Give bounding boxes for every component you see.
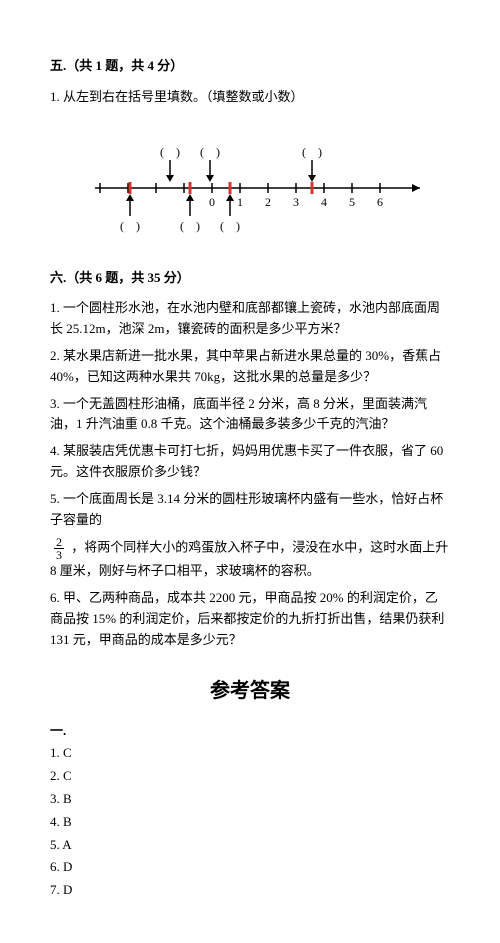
s6-q6: 6. 甲、乙两种商品，成本共 2200 元，甲商品按 20% 的利润定价，乙商品… (50, 588, 450, 650)
svg-text:6: 6 (377, 195, 383, 209)
svg-text:1: 1 (237, 195, 243, 209)
answer-item: 6. D (50, 857, 450, 878)
s6-q1: 1. 一个圆柱形水池，在水池内壁和底部都镶上瓷砖，水池内部底面周长 25.12m… (50, 298, 450, 340)
answer-item: 5. A (50, 835, 450, 856)
answer-item: 7. D (50, 880, 450, 901)
s6-q5-part-a: 5. 一个底面周长是 3.14 分米的圆柱形玻璃杯内盛有一些水，恰好占杯子容量的 (50, 491, 443, 527)
answers-list: 1. C2. C3. B4. B5. A6. D7. D (50, 743, 450, 901)
s6-q2: 2. 某水果店新进一批水果，其中苹果占新进水果总量的 30%，香蕉占 40%，已… (50, 346, 450, 388)
answer-item: 1. C (50, 743, 450, 764)
svg-text:5: 5 (349, 195, 355, 209)
svg-text:3: 3 (293, 195, 299, 209)
svg-text:( ): ( ) (120, 219, 140, 233)
s6-q3: 3. 一个无盖圆柱形油桶，底面半径 2 分米，高 8 分米，里面装满汽油，1 升… (50, 394, 450, 436)
svg-text:0: 0 (209, 195, 215, 209)
svg-text:( ): ( ) (180, 219, 200, 233)
section-5-header: 五.（共 1 题，共 4 分） (50, 56, 450, 77)
svg-text:2: 2 (265, 195, 271, 209)
s6-q5-part-b: ，将两个同样大小的鸡蛋放入杯子中，浸没在水中，这时水面上升 8 厘米，刚好与杯子… (50, 540, 448, 579)
svg-text:( ): ( ) (220, 219, 240, 233)
s6-q4: 4. 某服装店凭优惠卡可打七折，妈妈用优惠卡买了一件衣服，省了 60 元。这件衣… (50, 441, 450, 483)
svg-text:( ): ( ) (200, 145, 220, 159)
answers-group-label: 一. (50, 721, 450, 742)
section-6-header: 六.（共 6 题，共 35 分） (50, 268, 450, 289)
fraction-denominator: 3 (54, 549, 64, 561)
answer-item: 3. B (50, 789, 450, 810)
number-line-figure: 0 1 2 3 4 5 6 ( ) ( ) ( ) ( ) ( ) ( ) (50, 128, 450, 238)
s5-q1: 1. 从左到右在括号里填数。（填整数或小数） (50, 87, 450, 108)
answer-item: 4. B (50, 812, 450, 833)
answers-title: 参考答案 (50, 675, 450, 707)
svg-text:4: 4 (321, 195, 327, 209)
fraction-two-thirds: 2 3 (54, 536, 64, 561)
s6-q5-line2: 2 3 ，将两个同样大小的鸡蛋放入杯子中，浸没在水中，这时水面上升 8 厘米，刚… (50, 536, 450, 582)
svg-text:( ): ( ) (160, 145, 180, 159)
svg-text:( ): ( ) (302, 145, 322, 159)
s6-q5: 5. 一个底面周长是 3.14 分米的圆柱形玻璃杯内盛有一些水，恰好占杯子容量的 (50, 489, 450, 531)
answer-item: 2. C (50, 766, 450, 787)
